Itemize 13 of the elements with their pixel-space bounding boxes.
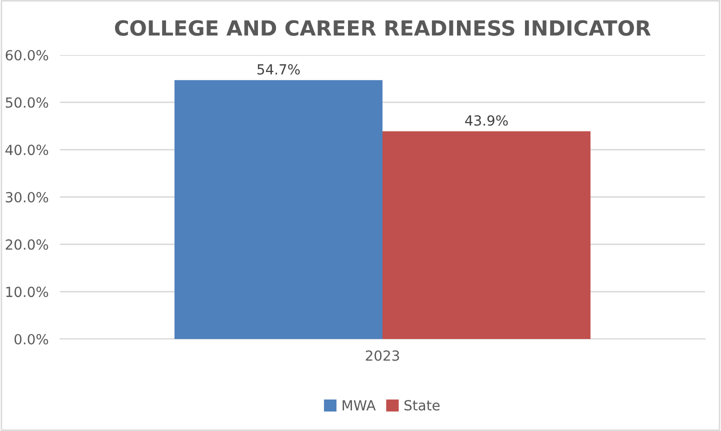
x-tick-label: 2023 bbox=[366, 350, 400, 361]
y-tick-label: 30.0% bbox=[6, 192, 48, 202]
y-tick-label: 20.0% bbox=[6, 239, 48, 250]
y-tick-label: 10.0% bbox=[6, 286, 48, 298]
y-tick-label: 40.0% bbox=[5, 144, 48, 156]
legend-label: MWA bbox=[342, 400, 376, 410]
y-tick-label: 50.0% bbox=[6, 97, 48, 108]
data-label: 54.7% bbox=[258, 64, 300, 75]
y-tick-label: 0.0% bbox=[14, 334, 48, 344]
chart-title: COLLEGE AND CAREER READINESS INDICATOR bbox=[114, 20, 651, 36]
legend-label: State bbox=[404, 400, 440, 411]
y-tick-label: 60.0% bbox=[6, 50, 48, 60]
data-label: 43.9% bbox=[465, 115, 508, 126]
